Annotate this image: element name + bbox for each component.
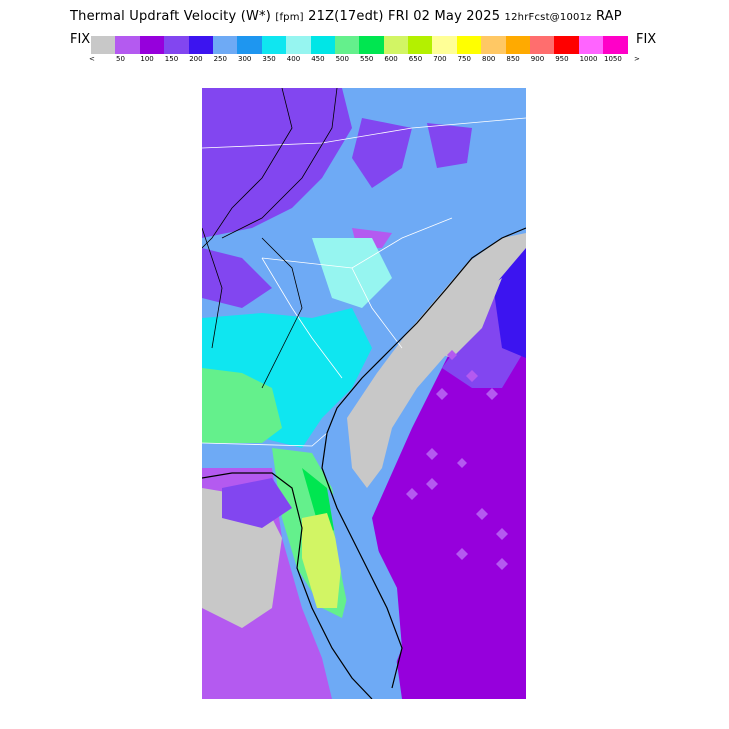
legend-tick-label: 700 xyxy=(433,55,447,63)
light-cyan-patch xyxy=(312,238,392,308)
legend-swatch[interactable] xyxy=(383,36,409,54)
florida-yellow-green xyxy=(302,513,342,608)
legend-tick-label: 900 xyxy=(530,55,545,63)
legend-swatch[interactable] xyxy=(554,36,579,54)
legend-swatch[interactable] xyxy=(91,36,116,54)
title-model: RAP xyxy=(595,9,622,24)
west-purple xyxy=(202,248,272,308)
legend-tick-label: 250 xyxy=(213,55,227,63)
legend-swatch[interactable] xyxy=(603,36,628,54)
legend-swatch[interactable] xyxy=(212,36,238,54)
legend-tick-label: 650 xyxy=(408,55,423,63)
legend-swatch[interactable] xyxy=(530,36,555,54)
legend-swatch[interactable] xyxy=(456,36,482,54)
color-scale-legend xyxy=(91,36,628,54)
legend-swatch[interactable] xyxy=(481,36,506,54)
state-borders xyxy=(202,117,526,447)
legend-tick-label: 750 xyxy=(457,55,471,63)
legend-swatch[interactable] xyxy=(237,36,262,54)
legend-tick-label: 800 xyxy=(482,55,496,63)
contour-lines xyxy=(202,88,338,389)
nearshore-gray-2 xyxy=(422,278,502,358)
fix-label-right[interactable]: FIX xyxy=(636,32,657,47)
legend-tick-label: 350 xyxy=(262,55,276,63)
legend-arrow-left: < xyxy=(89,55,95,63)
legend-ticks: < > 50 100 150 200 250 300 350 400 450 500 550 600 6… xyxy=(87,55,647,65)
green-interior xyxy=(202,368,282,443)
chart-title: Thermal Updraft Velocity (W*) [fpm] 21Z(… xyxy=(70,9,622,24)
legend-swatch[interactable] xyxy=(432,36,457,54)
legend-tick-label: 1000 xyxy=(579,55,598,63)
legend-arrow-right: > xyxy=(634,55,640,63)
fix-label-left[interactable]: FIX xyxy=(70,32,91,47)
legend-tick-label: 950 xyxy=(555,55,569,63)
north-purple-3 xyxy=(427,123,472,168)
legend-swatch[interactable] xyxy=(286,36,311,54)
legend-tick-label: 850 xyxy=(506,55,520,63)
legend-tick-label: 600 xyxy=(384,55,398,63)
legend-tick-label: 550 xyxy=(360,55,374,63)
legend-tick-label: 300 xyxy=(238,55,252,63)
legend-tick-label: 400 xyxy=(286,55,301,63)
title-run: 12hrFcst@1001z xyxy=(504,12,592,23)
legend-swatch[interactable] xyxy=(261,36,287,54)
legend-tick-label: 50 xyxy=(116,55,125,63)
ocean-diamonds xyxy=(406,350,508,570)
legend-swatch[interactable] xyxy=(139,36,165,54)
legend-swatch[interactable] xyxy=(359,36,384,54)
legend-swatch[interactable] xyxy=(115,36,140,54)
thermal-map xyxy=(202,88,526,699)
legend-swatch[interactable] xyxy=(164,36,189,54)
title-main: Thermal Updraft Velocity (W*) xyxy=(70,9,272,24)
legend-swatch[interactable] xyxy=(578,36,604,54)
legend-tick-label: 450 xyxy=(311,55,325,63)
legend-tick-label: 150 xyxy=(164,55,179,63)
legend-tick-label: 200 xyxy=(189,55,203,63)
legend-swatch[interactable] xyxy=(505,36,531,54)
legend-swatch[interactable] xyxy=(310,36,335,54)
coastlines xyxy=(202,227,526,699)
legend-swatch[interactable] xyxy=(408,36,433,54)
florida-east-coast xyxy=(327,488,402,699)
gulf-purple-band xyxy=(222,478,292,528)
legend-tick-label: 500 xyxy=(335,55,349,63)
legend-tick-label: 100 xyxy=(140,55,154,63)
legend-tick-label: 1050 xyxy=(604,55,622,63)
legend-swatch[interactable] xyxy=(334,36,360,54)
legend-swatch[interactable] xyxy=(188,36,213,54)
title-time: 21Z(17edt) FRI 02 May 2025 xyxy=(308,9,501,24)
title-unit: [fpm] xyxy=(275,12,304,23)
